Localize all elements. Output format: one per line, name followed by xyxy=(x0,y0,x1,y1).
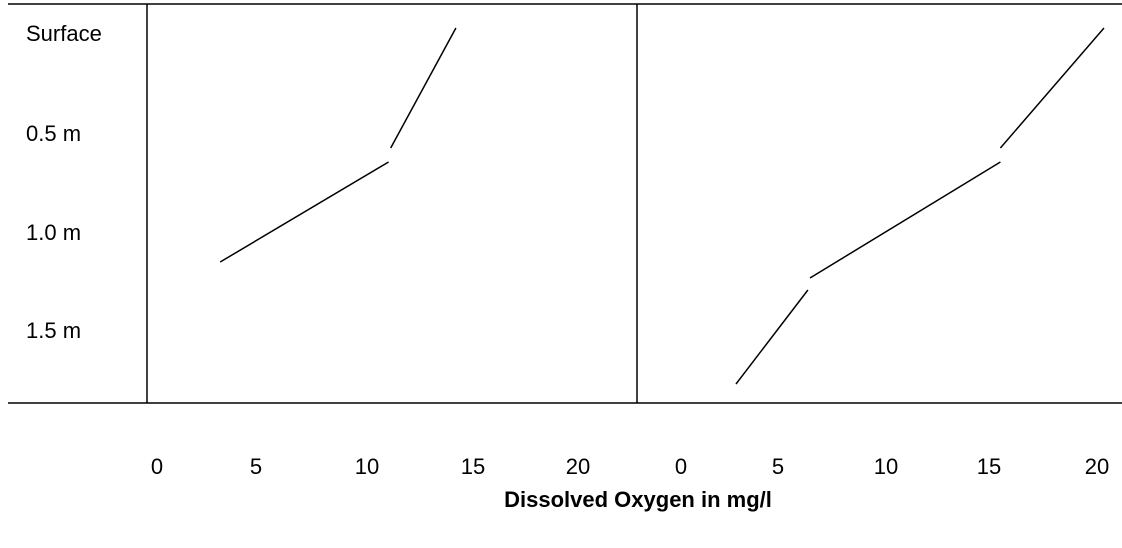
panel-1-tick-5: 5 xyxy=(250,454,262,479)
panel-2-segment-3 xyxy=(735,289,809,385)
panel-2-tick-20: 20 xyxy=(1085,454,1109,479)
panel-1-tick-10: 10 xyxy=(355,454,379,479)
panel-1-segment-2 xyxy=(219,161,389,263)
panel-1-tick-15: 15 xyxy=(461,454,485,479)
panel-2-segment-2 xyxy=(809,161,1001,279)
series-layer xyxy=(219,27,1105,385)
panel-1-tick-20: 20 xyxy=(566,454,590,479)
depth-label-1-0m: 1.0 m xyxy=(26,220,81,245)
chart-frame xyxy=(8,3,1122,404)
panel-2-tick-5: 5 xyxy=(772,454,784,479)
depth-label-1-5m: 1.5 m xyxy=(26,318,81,343)
panel-2-segment-1 xyxy=(999,27,1105,149)
x-axis-title: Dissolved Oxygen in mg/l xyxy=(504,487,772,512)
panel-2-tick-0: 0 xyxy=(675,454,687,479)
panel-1-tick-0: 0 xyxy=(151,454,163,479)
panel-2-x-ticks: 0 5 10 15 20 xyxy=(675,454,1109,479)
depth-labels: Surface 0.5 m 1.0 m 1.5 m xyxy=(26,21,102,343)
panel-2-tick-10: 10 xyxy=(874,454,898,479)
depth-label-0-5m: 0.5 m xyxy=(26,121,81,146)
depth-label-surface: Surface xyxy=(26,21,102,46)
panel-1-segment-1 xyxy=(390,27,457,149)
panel-2-tick-15: 15 xyxy=(977,454,1001,479)
panel-1-x-ticks: 0 5 10 15 20 xyxy=(151,454,590,479)
